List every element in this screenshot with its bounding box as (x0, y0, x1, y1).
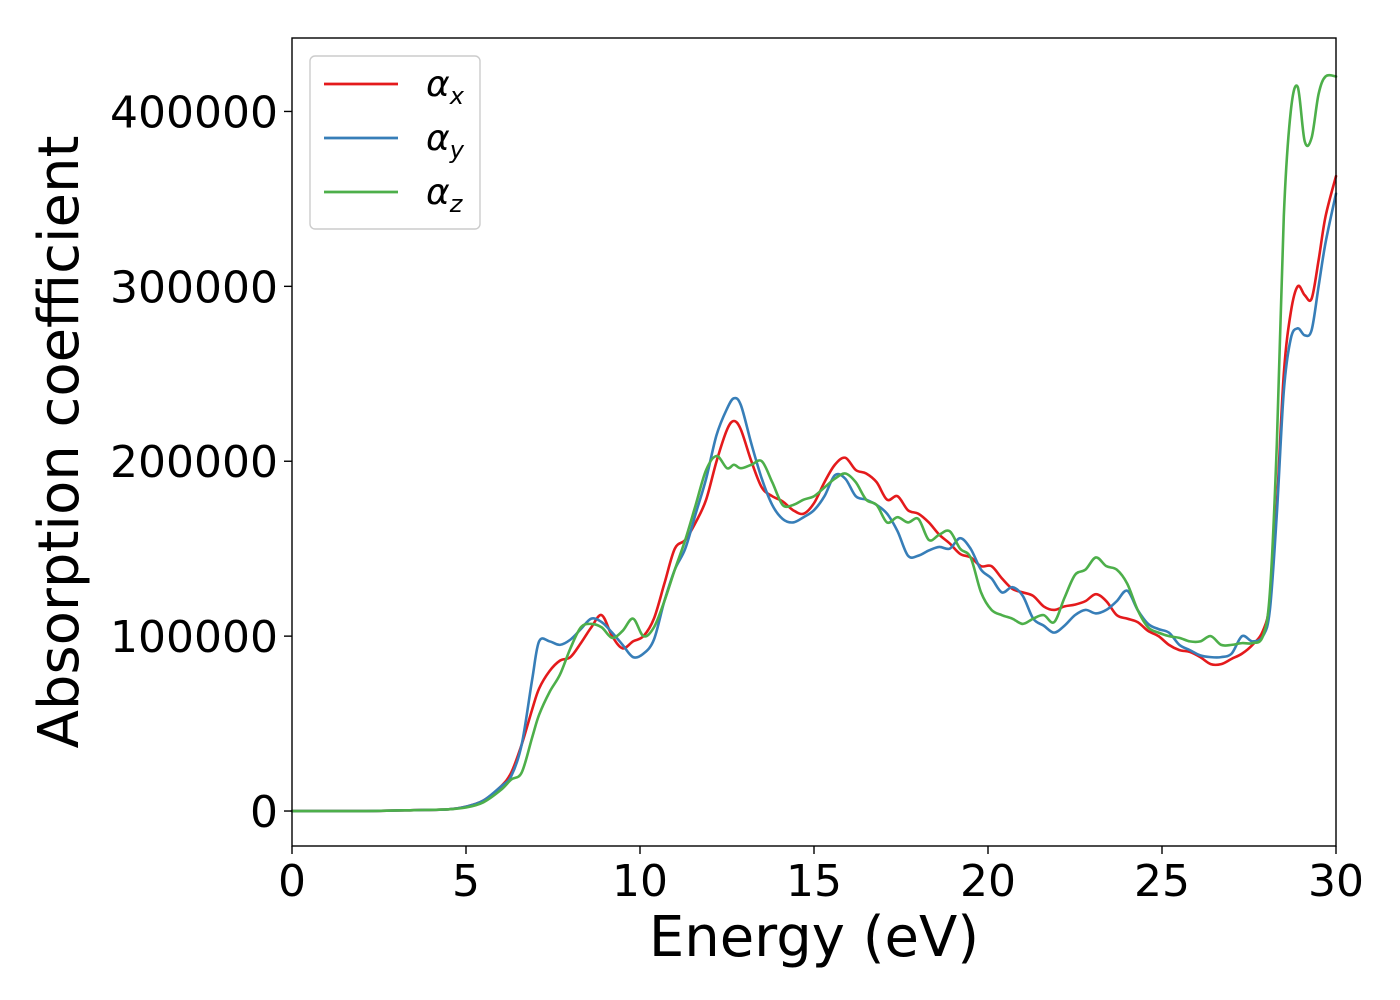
x-tick-label: 10 (612, 856, 668, 907)
y-tick-label: 0 (250, 787, 278, 838)
legend-subscript: x (449, 82, 465, 110)
x-tick-label: 20 (960, 856, 1016, 907)
legend-frame (309, 55, 481, 230)
x-tick-label: 5 (452, 856, 480, 907)
series-layer (290, 73, 1338, 813)
legend-subscript: y (449, 136, 465, 164)
series-line-alpha-z (290, 73, 1338, 813)
y-tick-label: 200000 (110, 437, 278, 488)
y-tick-label: 400000 (110, 87, 278, 138)
x-tick-label: 25 (1134, 856, 1190, 907)
y-tick-label: 300000 (110, 262, 278, 313)
legend-symbol: α (426, 172, 450, 213)
series-line-alpha-x (290, 174, 1338, 813)
x-tick-label: 0 (278, 856, 306, 907)
legend-symbol: α (426, 64, 450, 105)
legend-label-alpha-y: αy (426, 118, 465, 164)
series-line-alpha-y (290, 192, 1338, 813)
y-axis: 0 100000 200000 300000 400000 (110, 87, 292, 838)
legend-label-alpha-z: αz (426, 172, 464, 218)
x-axis-title: Energy (eV) (649, 905, 979, 970)
x-tick-label: 15 (786, 856, 842, 907)
y-tick-label: 100000 (110, 612, 278, 663)
legend-subscript: z (449, 190, 464, 218)
x-tick-label: 30 (1308, 856, 1364, 907)
legend-label-alpha-x: αx (426, 64, 465, 110)
y-axis-title: Absorption coefficient (27, 136, 92, 749)
legend-symbol: α (426, 118, 450, 159)
x-axis: 0 5 10 15 20 25 30 (278, 846, 1364, 907)
